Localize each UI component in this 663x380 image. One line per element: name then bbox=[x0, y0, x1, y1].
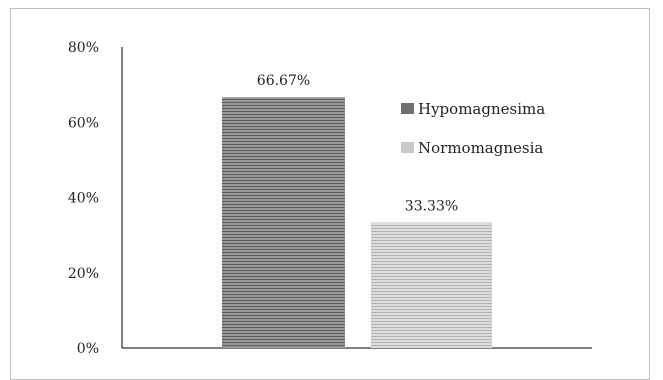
data-label-normomagnesia: 33.33% bbox=[405, 199, 458, 215]
y-tick-label: 60% bbox=[68, 115, 99, 131]
data-labels: 66.67% 33.33% bbox=[257, 73, 458, 214]
legend-swatch-normomagnesia bbox=[401, 142, 414, 153]
legend-label-hypomagnesima: Hypomagnesima bbox=[418, 100, 545, 118]
y-axis-ticks: 0% 20% 40% 60% 80% bbox=[68, 40, 99, 357]
legend-label-normomagnesia: Normomagnesia bbox=[418, 139, 543, 157]
legend: Hypomagnesima Normomagnesia bbox=[401, 100, 545, 157]
bar-chart: 0% 20% 40% 60% 80% 66.67% 33.33% Hypomagnesim… bbox=[68, 40, 592, 357]
y-tick-label: 80% bbox=[68, 40, 99, 56]
legend-swatch-hypomagnesima bbox=[401, 103, 414, 114]
y-tick-label: 0% bbox=[77, 341, 99, 357]
y-tick-label: 40% bbox=[68, 191, 99, 207]
bars bbox=[222, 97, 492, 349]
data-label-hypomagnesima: 66.67% bbox=[257, 73, 310, 89]
y-tick-label: 20% bbox=[68, 266, 99, 282]
bar-hypomagnesima bbox=[222, 97, 345, 349]
bar-normomagnesia bbox=[371, 222, 492, 348]
